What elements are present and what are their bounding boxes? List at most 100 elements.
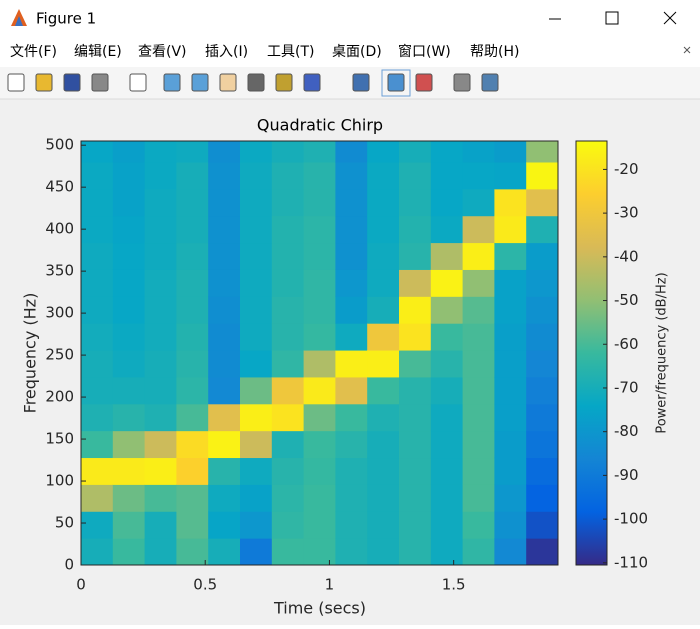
menu-item[interactable]: 桌面(D) — [332, 44, 382, 60]
heatmap-cell — [399, 269, 432, 297]
close-button[interactable] — [663, 11, 677, 25]
menu-item[interactable]: 帮助(H) — [470, 44, 519, 60]
heatmap-cell — [208, 188, 241, 217]
colorbar-tick-label: -90 — [614, 466, 639, 484]
heatmap-cell — [335, 269, 368, 297]
heatmap-cell — [112, 188, 146, 217]
heatmap-cell — [526, 161, 558, 190]
heatmap-cell — [144, 457, 177, 485]
toolbar-button[interactable] — [35, 73, 53, 92]
menu-item[interactable]: 查看(V) — [138, 44, 187, 60]
toolbar-button[interactable] — [129, 73, 147, 92]
heatmap-cell — [367, 242, 400, 270]
heatmap-cell — [208, 296, 241, 324]
menu-collapse[interactable] — [683, 46, 691, 54]
heatmap-cell — [430, 430, 464, 459]
y-tick-label: 350 — [45, 262, 74, 280]
heatmap-cell — [144, 430, 177, 459]
heatmap-cell — [303, 538, 336, 565]
colorbar-tick-label: -100 — [614, 510, 648, 528]
menu-item[interactable]: 文件(F) — [10, 44, 57, 60]
heatmap-cell — [462, 430, 495, 459]
heatmap-cell — [112, 350, 146, 378]
heatmap-cell — [144, 350, 177, 378]
heatmap-cell — [526, 141, 558, 163]
toolbar-button[interactable] — [163, 73, 181, 92]
menu-item[interactable]: 工具(T) — [267, 44, 314, 60]
heatmap-cell — [112, 215, 146, 244]
toolbar-button[interactable] — [247, 73, 265, 92]
toolbar-button[interactable] — [219, 73, 237, 92]
heatmap-cell — [430, 484, 464, 512]
heatmap-cell — [271, 188, 305, 217]
x-tick-label: 1.5 — [442, 576, 466, 594]
toolbar-button[interactable] — [415, 73, 433, 92]
heatmap-cell — [176, 161, 209, 190]
heatmap-cell — [112, 457, 146, 485]
heatmap-cell — [81, 484, 114, 512]
heatmap-cell — [176, 538, 209, 565]
heatmap-cell — [494, 323, 527, 351]
colorbar-tick-label: -30 — [614, 204, 639, 222]
heatmap-cell — [208, 457, 241, 485]
heatmap-cell — [303, 511, 336, 539]
toolbar-button[interactable] — [7, 73, 25, 92]
y-tick-label: 150 — [45, 430, 74, 448]
toolbar-button[interactable] — [91, 73, 109, 92]
heatmap-cell — [462, 161, 495, 190]
toolbar-button[interactable] — [453, 73, 471, 92]
heatmap-cell — [144, 403, 177, 432]
heatmap-cell — [271, 242, 305, 270]
heatmap-cell — [526, 296, 558, 324]
colorbar-label: Power/frequency (dB/Hz) — [655, 272, 670, 433]
heatmap-cell — [367, 511, 400, 539]
heatmap-cell — [144, 141, 177, 163]
heatmap-cell — [303, 215, 336, 244]
y-tick-label: 500 — [45, 136, 74, 154]
heatmap-cell — [208, 269, 241, 297]
toolbar-button[interactable] — [275, 73, 293, 92]
toolbar-button[interactable] — [352, 73, 370, 92]
maximize-button[interactable] — [605, 11, 619, 25]
toolbar-button[interactable] — [303, 73, 321, 92]
heatmap-cell — [271, 511, 305, 539]
heatmap-cell — [303, 141, 336, 163]
heatmap-cell — [81, 350, 114, 378]
heatmap-cell — [176, 242, 209, 270]
toolbar — [0, 67, 700, 99]
heatmap-cell — [208, 403, 241, 432]
heatmap-cell — [526, 430, 558, 459]
heatmap-cell — [208, 141, 241, 163]
heatmap-cell — [367, 403, 400, 432]
heatmap-cell — [303, 403, 336, 432]
heatmap-cell — [81, 511, 114, 539]
toolbar-button[interactable] — [191, 73, 209, 92]
heatmap-cell — [399, 511, 432, 539]
heatmap-cell — [526, 403, 558, 432]
toolbar-button[interactable] — [387, 73, 405, 92]
heatmap-cell — [208, 323, 241, 351]
heatmap-cell — [240, 350, 273, 378]
heatmap-cell — [303, 161, 336, 190]
heatmap-cell — [303, 296, 336, 324]
toolbar-button[interactable] — [481, 73, 499, 92]
heatmap-cell — [494, 215, 527, 244]
menu-item[interactable]: 窗口(W) — [398, 43, 451, 60]
menu-item[interactable]: 编辑(E) — [74, 44, 122, 60]
heatmap-cell — [303, 430, 336, 459]
heatmap-cell — [526, 269, 558, 297]
toolbar-button[interactable] — [63, 73, 81, 92]
heatmap-cell — [399, 376, 432, 405]
heatmap-cell — [462, 215, 495, 244]
heatmap-cell — [112, 484, 146, 512]
heatmap-cell — [430, 141, 464, 163]
heatmap-cell — [430, 242, 464, 270]
heatmap-cell — [240, 323, 273, 351]
menu-item[interactable]: 插入(I) — [205, 44, 248, 60]
heatmap-cell — [144, 242, 177, 270]
heatmap-cell — [81, 376, 114, 405]
heatmap-cell — [176, 141, 209, 163]
heatmap-cell — [367, 484, 400, 512]
heatmap-cell — [367, 269, 400, 297]
